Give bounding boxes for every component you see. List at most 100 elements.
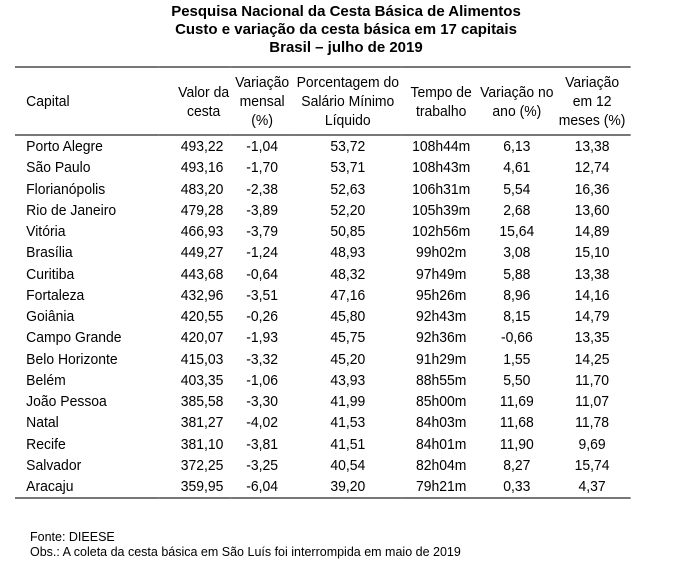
- cell-variacao-mensal: -3,32: [246, 350, 279, 368]
- cell-porcentagem: 39,20: [330, 478, 366, 496]
- cell-valor: 449,27: [180, 244, 224, 262]
- cell-porcentagem: 45,20: [330, 350, 366, 368]
- cell-variacao-mensal: -1,04: [246, 138, 279, 156]
- cell-variacao-ano: 8,96: [503, 286, 531, 304]
- cell-variacao-ano: 2,68: [503, 201, 531, 219]
- period-line: Brasil – julho de 2019: [269, 39, 423, 56]
- cell-porcentagem: 48,93: [330, 244, 366, 262]
- cell-variacao-ano: 3,08: [503, 244, 531, 262]
- cell-capital: Natal: [26, 414, 59, 432]
- cell-variacao-ano: 1,55: [503, 350, 531, 368]
- cell-porcentagem: 45,80: [330, 308, 366, 326]
- header-variacao-ano: Variação no ano (%): [480, 83, 554, 120]
- cell-variacao-ano: 11,69: [499, 393, 534, 411]
- cell-valor: 385,58: [180, 393, 224, 411]
- cell-capital: Aracaju: [26, 478, 74, 496]
- cell-variacao-ano: 0,33: [503, 478, 531, 496]
- cell-variacao-mensal: -3,25: [246, 456, 279, 474]
- cell-valor: 372,25: [180, 456, 224, 474]
- table-row: Salvador 372,25 -3,25 40,54 82h04m 8,27 15,74: [15, 455, 631, 476]
- cell-capital: Salvador: [26, 456, 82, 474]
- cell-tempo: 108h43m: [412, 159, 471, 177]
- cell-tempo: 84h01m: [415, 435, 467, 453]
- cell-capital: Florianópolis: [26, 180, 106, 198]
- cell-tempo: 106h31m: [412, 180, 471, 198]
- cell-capital: Vitória: [26, 223, 66, 241]
- cell-capital: João Pessoa: [26, 393, 107, 411]
- cell-variacao-12m: 13,60: [574, 201, 610, 219]
- table-row: Natal 381,27 -4,02 41,53 84h03m 11,68 11,78: [15, 412, 631, 433]
- cell-porcentagem: 48,32: [330, 265, 366, 283]
- cell-tempo: 102h56m: [412, 223, 471, 241]
- cell-variacao-12m: 14,16: [574, 286, 610, 304]
- cell-capital: Campo Grande: [26, 329, 122, 347]
- table-row: Recife 381,10 -3,81 41,51 84h01m 11,90 9,69: [15, 434, 631, 455]
- cell-tempo: 92h43m: [415, 308, 467, 326]
- cell-variacao-12m: 15,10: [574, 244, 610, 262]
- cell-porcentagem: 43,93: [330, 371, 366, 389]
- cell-variacao-ano: 6,13: [503, 138, 531, 156]
- title-line: Pesquisa Nacional da Cesta Básica de Ali…: [171, 3, 521, 20]
- cell-variacao-ano: 5,88: [503, 265, 531, 283]
- table-row: Goiânia 420,55 -0,26 45,80 92h43m 8,15 14,79: [15, 306, 631, 327]
- cell-tempo: 105h39m: [412, 201, 471, 219]
- header-tempo: Tempo de trabalho: [410, 83, 472, 120]
- cell-porcentagem: 45,75: [330, 329, 366, 347]
- cell-variacao-mensal: -1,93: [246, 329, 279, 347]
- cell-capital: Curitiba: [26, 265, 75, 283]
- cell-tempo: 92h36m: [415, 329, 467, 347]
- cell-variacao-12m: 13,38: [574, 265, 610, 283]
- table-row: Belo Horizonte 415,03 -3,32 45,20 91h29m 1,55…: [15, 349, 631, 370]
- obs-note: Obs.: A coleta da cesta básica em São Lu…: [30, 545, 461, 559]
- cell-valor: 415,03: [180, 350, 224, 368]
- cell-tempo: 79h21m: [415, 478, 467, 496]
- cell-variacao-12m: 14,79: [574, 308, 610, 326]
- cell-valor: 443,68: [180, 265, 224, 283]
- cell-variacao-mensal: -3,81: [246, 435, 279, 453]
- cell-valor: 432,96: [180, 286, 224, 304]
- cell-variacao-12m: 11,70: [575, 371, 610, 389]
- data-table: Capital Valor da cesta Variação mensal (…: [15, 66, 631, 499]
- cell-variacao-mensal: -6,04: [246, 478, 279, 496]
- cell-tempo: 91h29m: [415, 350, 467, 368]
- header-valor: Valor da cesta: [178, 83, 230, 120]
- cell-porcentagem: 53,71: [330, 159, 366, 177]
- cell-variacao-mensal: -0,64: [246, 265, 279, 283]
- cell-variacao-12m: 14,25: [574, 350, 610, 368]
- cell-variacao-ano: 8,27: [503, 456, 531, 474]
- cell-variacao-12m: 13,35: [574, 329, 610, 347]
- cell-capital: Belo Horizonte: [26, 350, 118, 368]
- cell-variacao-12m: 14,89: [574, 223, 610, 241]
- cell-variacao-ano: 15,64: [499, 223, 535, 241]
- cell-variacao-ano: 11,90: [499, 435, 534, 453]
- cell-capital: Fortaleza: [26, 286, 85, 304]
- table-row: Fortaleza 432,96 -3,51 47,16 95h26m 8,96 14,16: [15, 285, 631, 306]
- cell-porcentagem: 52,20: [330, 201, 366, 219]
- cell-valor: 381,10: [180, 435, 224, 453]
- cell-valor: 493,22: [180, 138, 224, 156]
- cell-variacao-ano: 4,61: [503, 159, 531, 177]
- cell-variacao-12m: 15,74: [574, 456, 610, 474]
- table-row: Florianópolis 483,20 -2,38 52,63 106h31m 5,54…: [15, 179, 631, 200]
- header-variacao-12m: Variação em 12 meses (%): [558, 74, 626, 129]
- cell-valor: 403,35: [180, 371, 224, 389]
- header-porcentagem: Porcentagem do Salário Mínimo Líquido: [296, 74, 399, 129]
- cell-variacao-ano: 11,68: [499, 414, 534, 432]
- cell-variacao-mensal: -1,24: [246, 244, 279, 262]
- cell-variacao-mensal: -0,26: [246, 308, 279, 326]
- cell-porcentagem: 41,51: [330, 435, 366, 453]
- cell-variacao-mensal: -3,89: [246, 201, 279, 219]
- cell-variacao-mensal: -2,38: [246, 180, 279, 198]
- cell-capital: Porto Alegre: [26, 138, 103, 156]
- table-row: Curitiba 443,68 -0,64 48,32 97h49m 5,88 13,38: [15, 264, 631, 285]
- cell-variacao-12m: 11,07: [575, 393, 610, 411]
- cell-variacao-12m: 16,36: [574, 180, 610, 198]
- cell-variacao-mensal: -3,51: [246, 286, 279, 304]
- table-row: Porto Alegre 493,22 -1,04 53,72 108h44m 6,13 1…: [15, 135, 631, 157]
- cell-valor: 381,27: [180, 414, 224, 432]
- cell-variacao-ano: -0,66: [500, 329, 533, 347]
- cell-porcentagem: 47,16: [330, 286, 366, 304]
- cell-capital: Belém: [26, 371, 66, 389]
- table-row: Campo Grande 420,07 -1,93 45,75 92h36m -0,66 1…: [15, 327, 631, 348]
- subtitle-line: Custo e variação da cesta básica em 17 c…: [175, 21, 517, 38]
